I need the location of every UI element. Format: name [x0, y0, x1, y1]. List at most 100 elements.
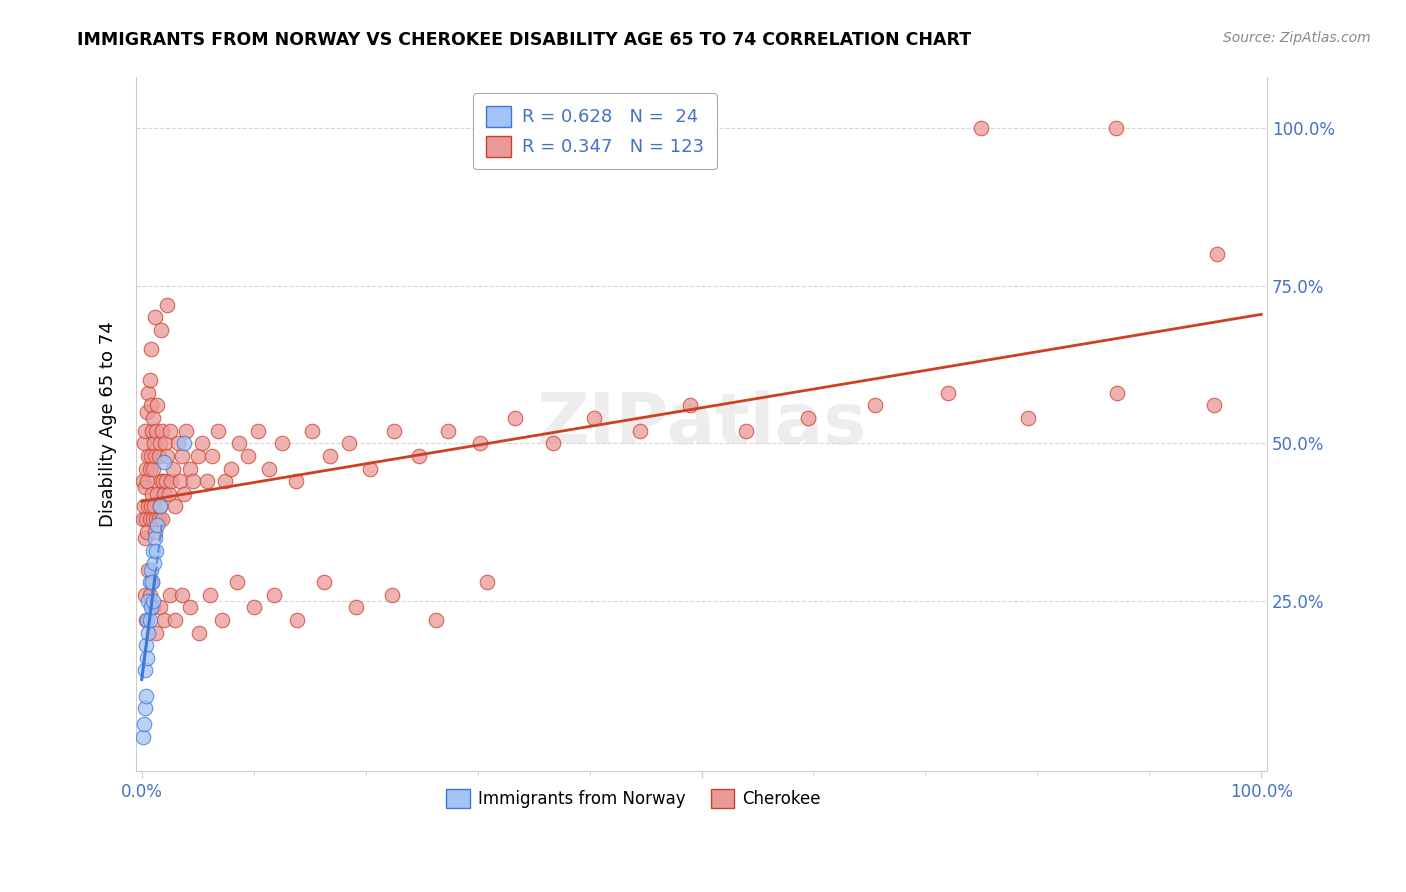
Point [145, 512, 167, 526]
Point [146, 487, 169, 501]
Point [142, 411, 165, 425]
Point [173, 487, 195, 501]
Point [166, 436, 188, 450]
Point [207, 424, 229, 438]
Point [1105, 120, 1128, 135]
Point [201, 449, 224, 463]
Point [135, 461, 157, 475]
Point [132, 717, 155, 731]
Point [142, 600, 165, 615]
Point [198, 588, 221, 602]
Point [136, 613, 159, 627]
Point [143, 500, 166, 514]
Point [285, 474, 308, 488]
Point [319, 449, 342, 463]
Y-axis label: Disability Age 65 to 74: Disability Age 65 to 74 [100, 321, 117, 527]
Point [157, 487, 180, 501]
Point [195, 474, 218, 488]
Point [143, 449, 166, 463]
Point [1205, 247, 1227, 261]
Point [143, 556, 166, 570]
Point [138, 594, 160, 608]
Point [863, 399, 886, 413]
Point [301, 424, 323, 438]
Point [141, 424, 163, 438]
Point [149, 600, 172, 615]
Point [170, 449, 193, 463]
Point [141, 575, 163, 590]
Point [187, 625, 209, 640]
Point [314, 575, 336, 590]
Point [142, 461, 165, 475]
Point [219, 461, 242, 475]
Point [150, 424, 173, 438]
Point [228, 436, 250, 450]
Point [143, 531, 166, 545]
Point [408, 449, 430, 463]
Point [141, 487, 163, 501]
Point [138, 461, 160, 475]
Point [159, 474, 181, 488]
Point [142, 512, 165, 526]
Point [242, 600, 264, 615]
Point [138, 500, 160, 514]
Point [437, 424, 460, 438]
Point [159, 588, 181, 602]
Point [139, 600, 162, 615]
Point [145, 625, 167, 640]
Point [139, 500, 162, 514]
Point [247, 424, 270, 438]
Point [139, 562, 162, 576]
Point [143, 524, 166, 539]
Point [135, 613, 157, 627]
Point [134, 424, 156, 438]
Point [136, 405, 159, 419]
Point [153, 455, 176, 469]
Point [797, 411, 820, 425]
Point [270, 436, 292, 450]
Point [187, 449, 209, 463]
Point [381, 588, 404, 602]
Point [149, 436, 172, 450]
Point [155, 436, 177, 450]
Point [165, 500, 187, 514]
Point [138, 562, 160, 576]
Point [142, 543, 165, 558]
Point [135, 689, 157, 703]
Point [141, 575, 163, 590]
Point [1105, 385, 1128, 400]
Point [156, 297, 179, 311]
Point [145, 543, 167, 558]
Point [138, 625, 160, 640]
Point [142, 594, 165, 608]
Point [138, 449, 160, 463]
Point [150, 512, 173, 526]
Text: Source: ZipAtlas.com: Source: ZipAtlas.com [1223, 31, 1371, 45]
Point [155, 474, 177, 488]
Point [165, 613, 187, 627]
Point [259, 461, 281, 475]
Point [211, 613, 233, 627]
Point [156, 449, 179, 463]
Point [359, 461, 381, 475]
Point [138, 575, 160, 590]
Point [152, 474, 174, 488]
Point [153, 613, 176, 627]
Point [136, 650, 159, 665]
Point [134, 701, 156, 715]
Point [191, 436, 214, 450]
Point [936, 385, 959, 400]
Point [134, 531, 156, 545]
Point [148, 449, 170, 463]
Point [146, 518, 169, 533]
Point [143, 310, 166, 325]
Point [134, 664, 156, 678]
Point [263, 588, 285, 602]
Point [139, 342, 162, 356]
Point [179, 461, 201, 475]
Point [146, 399, 169, 413]
Point [541, 436, 564, 450]
Point [170, 588, 193, 602]
Point [149, 500, 172, 514]
Point [132, 500, 155, 514]
